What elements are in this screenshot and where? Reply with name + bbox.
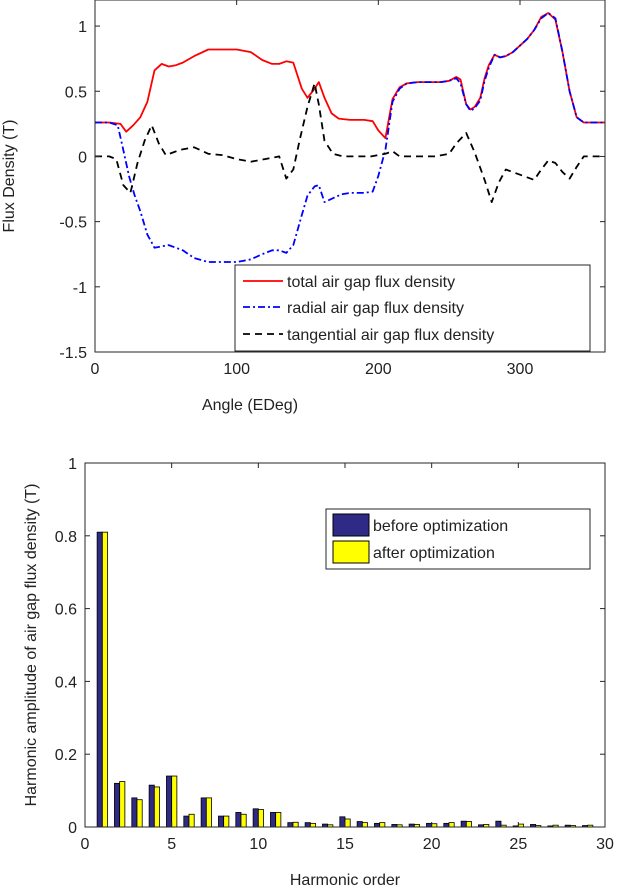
chart1-legend-tangential-label: tangential air gap flux density [287,327,494,344]
chart2-legend-after-swatch [332,540,370,564]
bar-before-h4 [148,784,155,828]
chart2-ytick-label: 0.8 [55,529,77,546]
bar-after-h11 [275,812,282,828]
bar-before-h9 [235,812,242,828]
bar-after-h13 [309,822,316,828]
chart2-xtick-label: 30 [596,836,614,853]
chart2-legend-box [325,508,591,570]
chart2-xtick-label: 10 [249,836,267,853]
bar-before-h3 [131,797,138,828]
chart2-y-axis-label: Harmonic amplitude of air gap flux densi… [23,484,40,807]
chart1-legend-radial-label: radial air gap flux density [287,300,464,317]
series-line-radial [95,12,605,263]
chart2-legend-after-label: after optimization [373,545,495,562]
bar-before-h7 [200,797,207,828]
chart2-xtick-label: 15 [336,836,354,853]
bar-before-h21 [443,822,450,828]
chart2-xtick-label: 0 [81,836,90,853]
bar-before-h20 [426,822,433,828]
bar-after-h22 [465,821,472,828]
bar-before-h8 [218,815,225,828]
bar-before-h17 [374,822,381,828]
harmonic-chart: 0 0.2 0.4 0.6 0.8 1 0 5 10 15 20 25 30 Harmonic ord… [23,456,614,889]
bar-after-h16 [361,822,368,828]
bar-before-h22 [460,820,467,828]
flux-density-chart: -1.5-1-0.500.51 0 100 200 300 Angle (EDeg) … [1,0,606,414]
chart1-ytick-label: 0.5 [65,84,87,101]
chart2-legend-before-swatch [332,513,370,537]
chart1-xtick-label: 100 [223,361,250,378]
chart2-ytick-label: 0.6 [55,602,77,619]
chart2-ytick-label: 1 [68,456,77,473]
chart1-legend-total-label: total air gap flux density [287,274,455,291]
chart1-ytick-label: -1 [73,280,87,297]
chart1-x-axis-label: Angle (EDeg) [202,397,298,414]
series-line-total [95,12,605,140]
bar-after-h1 [101,531,108,828]
chart1-ytick-label: -1.5 [59,345,87,362]
chart1-ytick-label: -0.5 [59,215,87,232]
chart1-legend: total air gap flux density radial air ga… [234,264,591,352]
bar-before-h24 [495,820,502,828]
chart2-legend-before-label: before optimization [373,518,508,535]
bar-after-h21 [448,822,455,828]
chart1-xtick-label: 300 [507,361,534,378]
bar-before-h1 [96,531,103,828]
bar-after-h12 [292,821,299,828]
chart2-xtick-label: 25 [509,836,527,853]
bar-after-h4 [153,786,160,828]
bar-before-h5 [166,775,173,828]
chart1-xtick-label: 200 [365,361,392,378]
bar-after-h2 [119,781,126,828]
chart1-xtick-label: 0 [91,361,100,378]
chart2-legend: before optimization after optimization [325,508,591,570]
bar-after-h6 [188,813,195,828]
bar-after-h17 [379,822,386,828]
bar-after-h5 [171,775,178,828]
bar-after-h10 [257,809,264,828]
chart2-ytick-label: 0.4 [55,674,77,691]
bar-before-h2 [114,782,121,828]
bar-after-h7 [205,797,212,828]
bar-after-h9 [240,813,247,828]
chart2-xtick-label: 20 [423,836,441,853]
chart1-ytick-label: 0 [78,149,87,166]
chart2-ytick-label: 0 [68,820,77,837]
bar-before-h15 [339,816,346,828]
bar-before-h11 [270,812,277,828]
bar-before-h6 [183,815,190,828]
bar-before-h16 [356,821,363,828]
bar-before-h10 [252,808,259,828]
chart2-x-axis-label: Harmonic order [290,872,401,889]
chart2-ytick-label: 0.2 [55,747,77,764]
chart1-axes-box [94,0,606,353]
bar-after-h3 [136,799,143,828]
bar-before-h13 [304,822,311,828]
chart1-y-axis-label: Flux Density (T) [1,120,18,233]
bar-after-h15 [344,818,351,828]
chart2-xtick-label: 5 [167,836,176,853]
chart1-ytick-label: 1 [78,19,87,36]
bar-after-h8 [223,815,230,828]
chart1-legend-box [234,264,591,352]
bar-before-h12 [287,822,294,828]
